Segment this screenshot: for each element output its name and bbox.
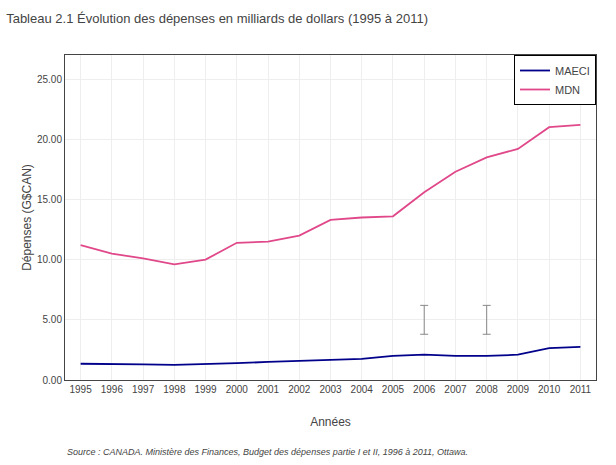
svg-text:2000: 2000 [226,384,249,395]
svg-text:1997: 1997 [132,384,155,395]
svg-text:5.00: 5.00 [43,314,63,325]
svg-text:1998: 1998 [163,384,186,395]
svg-text:2005: 2005 [382,384,405,395]
svg-text:15.00: 15.00 [37,194,62,205]
svg-text:1995: 1995 [69,384,92,395]
svg-text:10.00: 10.00 [37,254,62,265]
svg-text:2010: 2010 [538,384,561,395]
svg-text:Années: Années [310,415,351,429]
svg-text:2006: 2006 [413,384,436,395]
svg-text:Dépenses (G$CAN): Dépenses (G$CAN) [20,164,34,271]
svg-text:2004: 2004 [351,384,374,395]
svg-text:20.00: 20.00 [37,134,62,145]
svg-text:0.00: 0.00 [43,375,63,386]
svg-text:1999: 1999 [194,384,217,395]
svg-text:MAECI: MAECI [555,65,590,77]
svg-text:2003: 2003 [319,384,342,395]
svg-text:Source : CANADA. Ministère des: Source : CANADA. Ministère des Finances,… [67,447,468,457]
svg-text:MDN: MDN [555,84,580,96]
svg-text:2002: 2002 [288,384,311,395]
svg-text:2001: 2001 [257,384,280,395]
svg-text:2009: 2009 [507,384,530,395]
svg-text:Tableau 2.1 Évolution des dépe: Tableau 2.1 Évolution des dépenses en mi… [6,11,428,26]
svg-text:25.00: 25.00 [37,74,62,85]
svg-text:2011: 2011 [570,384,592,395]
svg-text:2007: 2007 [444,384,467,395]
svg-text:2008: 2008 [476,384,499,395]
svg-text:1996: 1996 [101,384,124,395]
